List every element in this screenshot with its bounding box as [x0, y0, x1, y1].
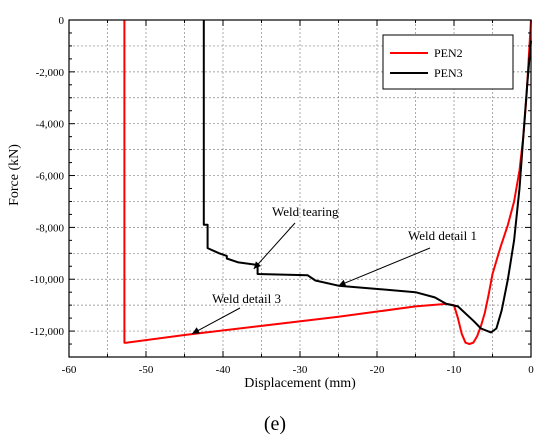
series-line-pen2 [123, 19, 532, 345]
x-tick-label: -50 [139, 364, 154, 376]
x-tick-label: -60 [62, 364, 77, 376]
y-tick-label: 0 [59, 15, 65, 27]
annotation-arrowhead [338, 279, 347, 287]
x-tick-label: -10 [447, 364, 462, 376]
y-axis-label: Force (kN) [7, 144, 22, 206]
panel-label: (e) [264, 413, 286, 435]
annotation-label: Weld detail 1 [408, 228, 477, 243]
y-tick-label: -4,000 [36, 119, 65, 131]
x-tick-label: -30 [293, 364, 308, 376]
legend: PEN2 PEN3 [382, 34, 514, 90]
annotation-arrowhead [253, 261, 262, 269]
x-tick-label: -40 [216, 364, 231, 376]
series-line-pen3 [202, 20, 532, 334]
y-tick-label: -12,000 [30, 326, 64, 338]
y-tick-label: -6,000 [36, 171, 65, 183]
annotation-arrowhead [192, 327, 201, 334]
legend-box [382, 34, 514, 90]
y-tick-label: -10,000 [30, 274, 64, 286]
x-axis-label: Displacement (mm) [244, 376, 356, 391]
annotations-layer: Weld tearing Weld detail 1 Weld detail 3 [191, 204, 477, 335]
y-tick-label: -2,000 [36, 67, 65, 79]
legend-label-pen2: PEN2 [434, 46, 463, 60]
ticks-layer: -60 -50 -40 -30 -20 -10 0 0 -2,000 -4,000 -6,000 -8… [30, 15, 534, 376]
x-tick-label: 0 [528, 364, 534, 376]
annotation-label: Weld tearing [272, 204, 339, 219]
annotation-arrow [338, 247, 431, 287]
annotation-arrow [191, 307, 241, 335]
series-layer [123, 19, 532, 345]
legend-label-pen3: PEN3 [434, 66, 463, 80]
annotation-arrow [253, 222, 296, 270]
x-tick-label: -20 [370, 364, 385, 376]
y-tick-label: -8,000 [36, 222, 65, 234]
annotation-label: Weld detail 3 [212, 291, 281, 306]
